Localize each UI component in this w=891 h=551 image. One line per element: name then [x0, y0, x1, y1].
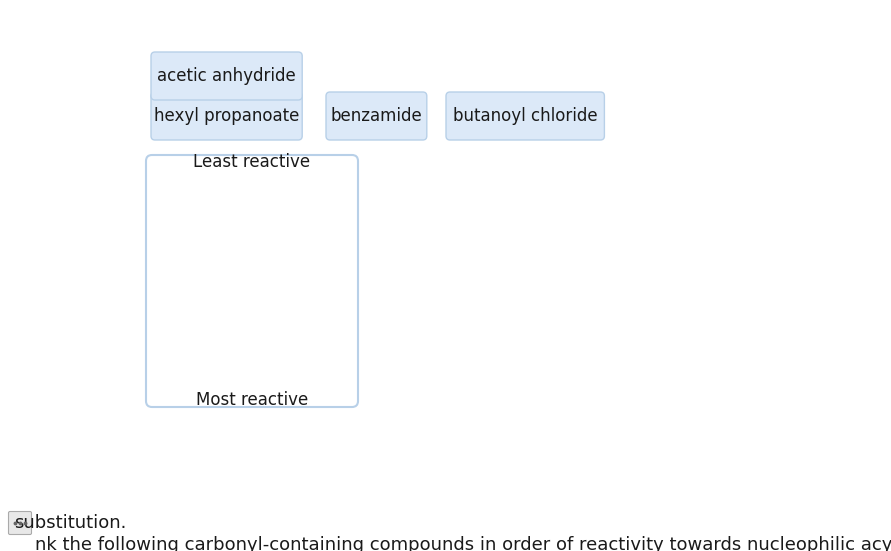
- Text: hexyl propanoate: hexyl propanoate: [154, 107, 299, 125]
- FancyBboxPatch shape: [9, 511, 31, 534]
- FancyBboxPatch shape: [446, 92, 604, 140]
- FancyBboxPatch shape: [151, 92, 302, 140]
- FancyBboxPatch shape: [326, 92, 427, 140]
- FancyBboxPatch shape: [146, 155, 358, 407]
- Text: Least reactive: Least reactive: [193, 153, 311, 171]
- Text: butanoyl chloride: butanoyl chloride: [453, 107, 598, 125]
- Text: Most reactive: Most reactive: [196, 391, 308, 409]
- Text: nk the following carbonyl-containing compounds in order of reactivity towards nu: nk the following carbonyl-containing com…: [35, 536, 891, 551]
- Text: acetic anhydride: acetic anhydride: [157, 67, 296, 85]
- Text: substitution.: substitution.: [14, 514, 127, 532]
- Text: benzamide: benzamide: [331, 107, 422, 125]
- FancyBboxPatch shape: [151, 52, 302, 100]
